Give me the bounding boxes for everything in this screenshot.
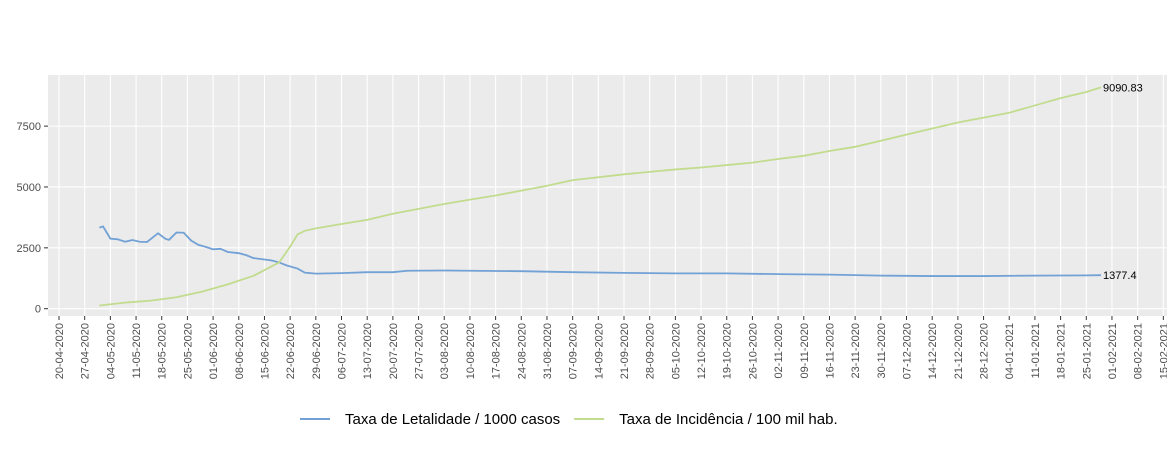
x-tick-label: 02-11-2020 <box>773 323 785 378</box>
x-tick-label: 03-08-2020 <box>439 323 451 379</box>
x-tick-label: 28-12-2020 <box>979 323 991 379</box>
y-tick-label: 5000 <box>17 182 41 194</box>
x-tick-label: 04-05-2020 <box>105 323 117 379</box>
x-tick-label: 05-10-2020 <box>670 323 682 379</box>
x-tick-label: 18-05-2020 <box>157 323 169 379</box>
x-tick-label: 14-09-2020 <box>593 323 605 379</box>
x-tick-label: 09-11-2020 <box>799 323 811 378</box>
x-tick-label: 14-12-2020 <box>927 323 939 379</box>
x-tick-label: 17-08-2020 <box>491 323 503 379</box>
x-tick-label: 08-02-2021 <box>1133 323 1145 379</box>
y-tick-label: 0 <box>35 304 41 316</box>
x-tick-label: 23-11-2020 <box>850 323 862 378</box>
x-tick-label: 01-06-2020 <box>208 323 220 379</box>
x-tick-label: 26-10-2020 <box>747 323 759 379</box>
x-tick-label: 22-06-2020 <box>285 323 297 379</box>
x-tick-label: 25-05-2020 <box>182 323 194 379</box>
x-tick-label: 29-06-2020 <box>311 323 323 379</box>
series-line <box>99 86 1102 307</box>
legend-label: Taxa de Letalidade / 1000 casos <box>345 411 560 428</box>
x-tick-label: 08-06-2020 <box>234 323 246 379</box>
x-tick-label: 28-09-2020 <box>645 323 657 379</box>
legend-label: Taxa de Incidência / 100 mil hab. <box>619 411 837 428</box>
x-tick-label: 07-09-2020 <box>568 323 580 379</box>
x-tick-label: 11-05-2020 <box>131 323 143 378</box>
x-tick-label: 31-08-2020 <box>542 323 554 379</box>
x-tick-label: 30-11-2020 <box>876 323 888 378</box>
x-tick-label: 01-02-2021 <box>1107 323 1119 379</box>
x-tick-label: 24-08-2020 <box>516 323 528 379</box>
x-tick-label: 21-09-2020 <box>619 323 631 379</box>
x-tick-label: 15-02-2021 <box>1158 323 1167 379</box>
x-tick-label: 18-01-2021 <box>1056 323 1068 379</box>
x-tick-label: 13-07-2020 <box>362 323 374 379</box>
x-tick-label: 06-07-2020 <box>337 323 349 379</box>
plot-panel <box>48 75 1167 316</box>
x-tick-label: 15-06-2020 <box>259 323 271 379</box>
x-tick-label: 19-10-2020 <box>722 323 734 379</box>
x-tick-label: 07-12-2020 <box>902 323 914 379</box>
end-label: 9090.83 <box>1103 82 1143 94</box>
x-tick-label: 25-01-2021 <box>1081 323 1093 379</box>
y-tick-label: 7500 <box>17 121 41 133</box>
x-tick-label: 20-07-2020 <box>388 323 400 379</box>
x-tick-label: 27-04-2020 <box>80 323 92 379</box>
x-tick-label: 21-12-2020 <box>953 323 965 379</box>
x-tick-label: 04-01-2021 <box>1004 323 1016 379</box>
x-tick-label: 12-10-2020 <box>696 323 708 379</box>
end-label: 1377.4 <box>1103 270 1137 282</box>
x-tick-label: 10-08-2020 <box>465 323 477 379</box>
x-tick-label: 16-11-2020 <box>824 323 836 378</box>
series-line <box>99 225 1101 277</box>
x-tick-label: 27-07-2020 <box>414 323 426 379</box>
x-tick-label: 20-04-2020 <box>54 323 66 379</box>
y-tick-label: 2500 <box>17 243 41 255</box>
x-tick-label: 11-01-2021 <box>1030 323 1042 378</box>
